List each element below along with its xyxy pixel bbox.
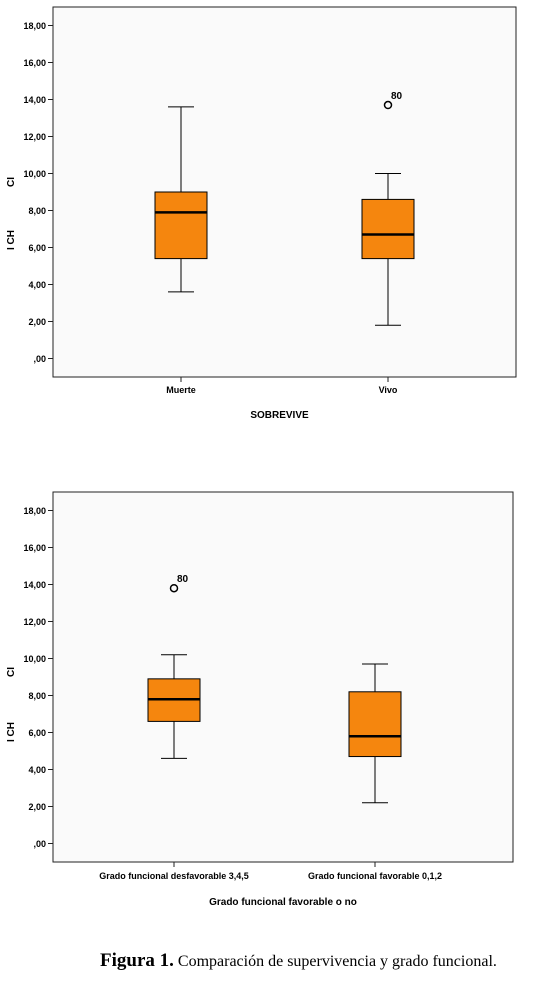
y-tick-label: 16,00 bbox=[23, 543, 46, 553]
caption-label: Figura 1. bbox=[100, 950, 174, 971]
y-tick-label: ,00 bbox=[33, 354, 46, 364]
y-tick-label: 4,00 bbox=[28, 765, 46, 775]
y-tick-label: 6,00 bbox=[28, 243, 46, 253]
x-category-label: Vivo bbox=[379, 385, 398, 395]
plot-frame bbox=[52, 6, 517, 378]
y-tick-label: 12,00 bbox=[23, 132, 46, 142]
outlier-label: 80 bbox=[391, 91, 403, 102]
outlier-point bbox=[169, 583, 179, 593]
box-iqr bbox=[348, 691, 402, 758]
y-axis-label-extra: CI bbox=[6, 177, 17, 187]
y-axis-label: I CH bbox=[6, 722, 17, 742]
boxplot-chart-survival: ,00 2,00 4,00 6,00 8,00 10,00 12,00 14,00 16,00 1… bbox=[6, 6, 517, 421]
y-tick-label: 8,00 bbox=[28, 206, 46, 216]
x-axis-label: Grado funcional favorable o no bbox=[209, 897, 357, 908]
outlier-point bbox=[383, 100, 393, 110]
y-tick-label: 14,00 bbox=[23, 95, 46, 105]
y-axis-label-extra: CI bbox=[6, 667, 17, 677]
x-category-label: Grado funcional favorable 0,1,2 bbox=[308, 871, 442, 881]
box-iqr bbox=[361, 198, 415, 260]
y-tick-label: 12,00 bbox=[23, 617, 46, 627]
y-tick-label: 14,00 bbox=[23, 580, 46, 590]
y-tick-label: 10,00 bbox=[23, 169, 46, 179]
outlier-label: 80 bbox=[177, 574, 189, 585]
y-tick-label: 10,00 bbox=[23, 654, 46, 664]
box-iqr bbox=[154, 191, 208, 260]
y-axis-label: I CH bbox=[6, 230, 17, 250]
x-category-label: Muerte bbox=[166, 385, 196, 395]
y-tick-label: 18,00 bbox=[23, 506, 46, 516]
figure-caption: Figura 1. Comparación de supervivencia y… bbox=[100, 950, 500, 972]
x-category-label: Grado funcional desfavorable 3,4,5 bbox=[99, 871, 249, 881]
x-axis-label: SOBREVIVE bbox=[250, 410, 309, 421]
plot-frame bbox=[52, 491, 514, 863]
y-tick-label: 2,00 bbox=[28, 802, 46, 812]
y-tick-label: 8,00 bbox=[28, 691, 46, 701]
y-tick-label: 6,00 bbox=[28, 728, 46, 738]
caption-text: Comparación de supervivencia y grado fun… bbox=[173, 953, 497, 970]
y-tick-label: 4,00 bbox=[28, 280, 46, 290]
y-tick-label: 2,00 bbox=[28, 317, 46, 327]
y-tick-label: 18,00 bbox=[23, 21, 46, 31]
y-tick-label: 16,00 bbox=[23, 58, 46, 68]
boxplot-chart-functional-grade: ,00 2,00 4,00 6,00 8,00 10,00 12,00 14,00 16,00 1… bbox=[6, 491, 514, 908]
y-tick-label: ,00 bbox=[33, 839, 46, 849]
